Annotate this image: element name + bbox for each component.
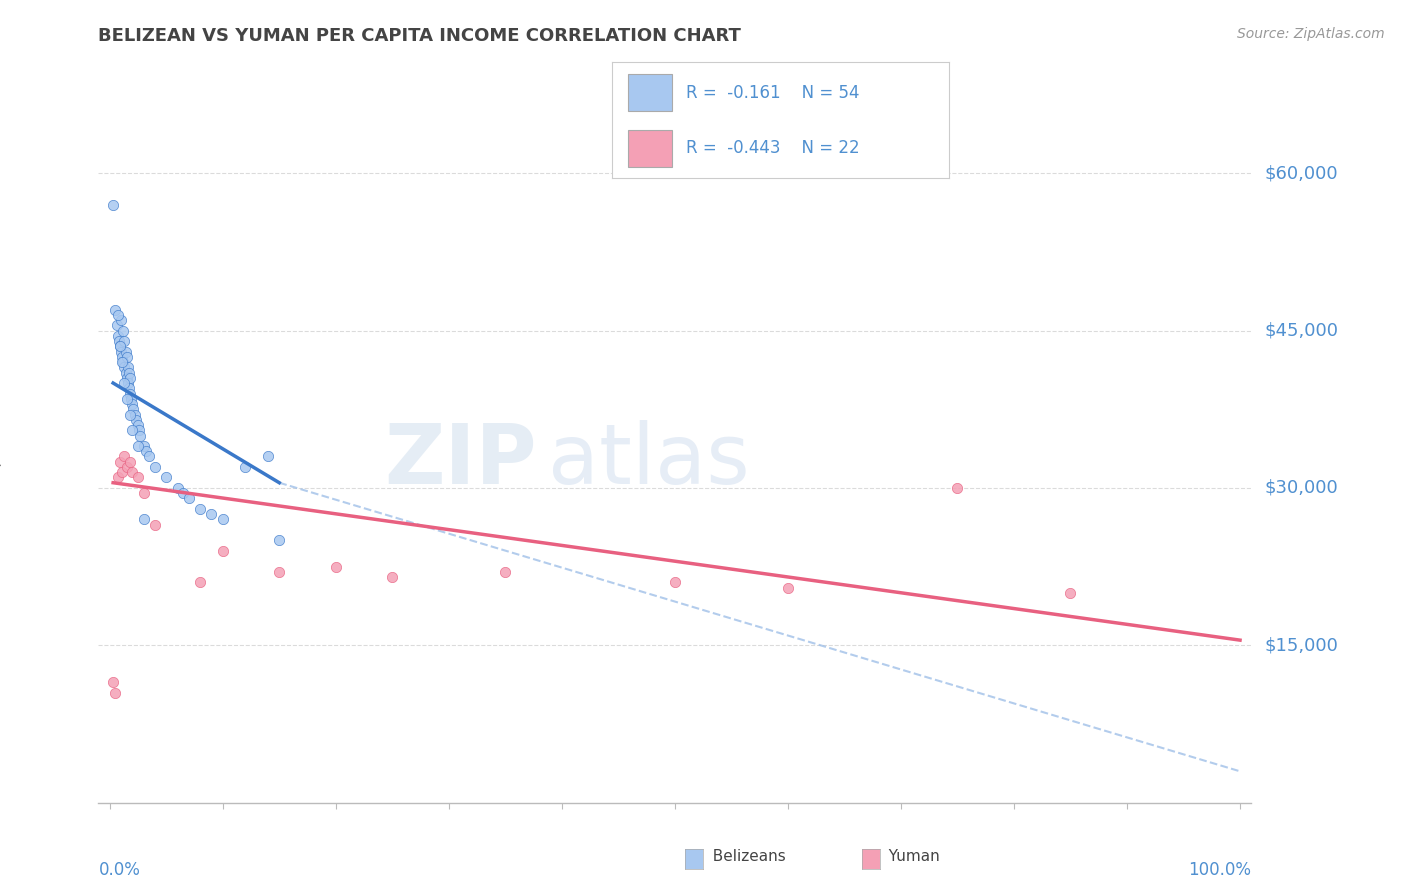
- Point: [107, 328, 129, 343]
- Point: [177, 491, 200, 506]
- Point: [1059, 586, 1081, 600]
- Point: [112, 360, 135, 375]
- Text: 0.0%: 0.0%: [98, 861, 141, 879]
- Point: [325, 559, 347, 574]
- Point: [115, 460, 138, 475]
- Point: [121, 465, 143, 479]
- Text: Belizeans: Belizeans: [703, 849, 786, 863]
- Point: [104, 685, 127, 699]
- Text: R =  -0.443    N = 22: R = -0.443 N = 22: [686, 139, 859, 157]
- Point: [115, 371, 138, 385]
- Point: [172, 486, 194, 500]
- Point: [118, 366, 141, 380]
- Point: [143, 517, 166, 532]
- Point: [104, 302, 127, 317]
- Point: [120, 386, 142, 401]
- Point: [188, 502, 211, 516]
- Point: [120, 392, 142, 406]
- Point: [120, 455, 142, 469]
- Point: [129, 428, 152, 442]
- Point: [111, 350, 134, 364]
- Point: [107, 334, 129, 348]
- Point: [128, 423, 150, 437]
- Text: BELIZEAN VS YUMAN PER CAPITA INCOME CORRELATION CHART: BELIZEAN VS YUMAN PER CAPITA INCOME CORR…: [98, 27, 741, 45]
- Point: [117, 360, 139, 375]
- Point: [257, 450, 280, 464]
- Point: [125, 413, 148, 427]
- Text: Yuman: Yuman: [879, 849, 939, 863]
- Point: [494, 565, 516, 579]
- Text: $15,000: $15,000: [1265, 636, 1339, 655]
- Point: [114, 366, 136, 380]
- Point: [211, 512, 233, 526]
- Point: [114, 344, 136, 359]
- Point: [101, 675, 124, 690]
- Text: $45,000: $45,000: [1265, 321, 1339, 340]
- Point: [111, 355, 134, 369]
- Point: [155, 470, 177, 484]
- Point: [946, 481, 969, 495]
- Point: [112, 355, 135, 369]
- Point: [776, 581, 799, 595]
- Text: atlas: atlas: [548, 420, 749, 500]
- Point: [110, 313, 132, 327]
- Point: [127, 417, 149, 432]
- Point: [124, 408, 146, 422]
- Point: [132, 439, 155, 453]
- Point: [664, 575, 686, 590]
- Point: [115, 350, 138, 364]
- Point: [269, 565, 291, 579]
- Point: [200, 507, 222, 521]
- Point: [108, 339, 131, 353]
- Text: $60,000: $60,000: [1265, 164, 1339, 182]
- Point: [111, 465, 134, 479]
- Point: [235, 460, 257, 475]
- Point: [135, 444, 157, 458]
- Text: Per Capita Income: Per Capita Income: [0, 376, 3, 516]
- Point: [101, 197, 124, 211]
- Point: [112, 450, 135, 464]
- Text: R =  -0.161    N = 54: R = -0.161 N = 54: [686, 84, 859, 102]
- Point: [105, 318, 128, 333]
- Point: [115, 392, 138, 406]
- Point: [127, 470, 149, 484]
- Point: [269, 533, 291, 548]
- Point: [143, 460, 166, 475]
- Point: [127, 439, 149, 453]
- Point: [107, 470, 129, 484]
- Point: [118, 381, 141, 395]
- Text: 100.0%: 100.0%: [1188, 861, 1251, 879]
- Bar: [628, 74, 672, 112]
- Text: Source: ZipAtlas.com: Source: ZipAtlas.com: [1237, 27, 1385, 41]
- Point: [121, 397, 143, 411]
- Bar: [628, 129, 672, 167]
- Point: [132, 486, 155, 500]
- Point: [120, 371, 142, 385]
- Point: [112, 334, 135, 348]
- Text: $30,000: $30,000: [1265, 479, 1339, 497]
- Point: [166, 481, 188, 495]
- Point: [122, 402, 145, 417]
- Point: [188, 575, 211, 590]
- Text: ZIP: ZIP: [384, 420, 537, 500]
- Point: [110, 344, 132, 359]
- Point: [108, 339, 131, 353]
- Point: [132, 512, 155, 526]
- Point: [138, 450, 160, 464]
- Point: [211, 544, 233, 558]
- Point: [381, 570, 404, 584]
- Point: [108, 455, 131, 469]
- Point: [112, 376, 135, 390]
- Point: [120, 408, 142, 422]
- Point: [112, 324, 135, 338]
- Point: [117, 376, 139, 390]
- Point: [121, 423, 143, 437]
- Point: [107, 308, 129, 322]
